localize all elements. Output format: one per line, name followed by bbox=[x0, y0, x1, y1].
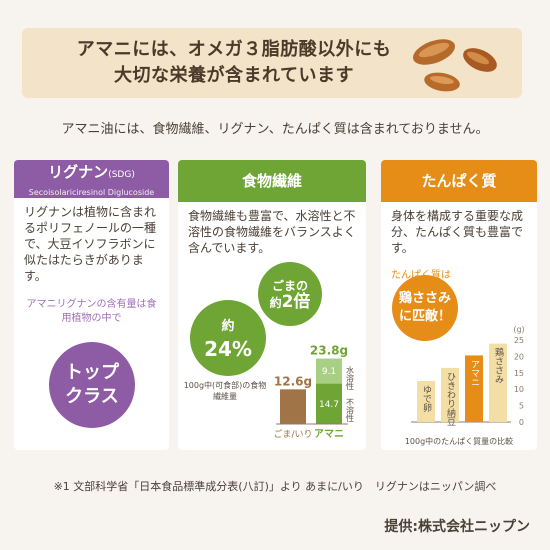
protein-bar-label: アマニ bbox=[469, 359, 480, 386]
flax-axis-label: アマニ bbox=[314, 428, 344, 440]
protein-header: たんぱく質 bbox=[381, 160, 537, 202]
bar-flax-insoluble bbox=[316, 383, 342, 424]
fiber-header: 食物繊維 bbox=[178, 160, 366, 202]
title-banner: アマニには、オメガ３脂肪酸以外にも 大切な栄養が含まれています bbox=[22, 28, 522, 98]
soluble-label: 水溶性 bbox=[346, 365, 355, 390]
chicken-bubble-line2: に匹敵！ bbox=[398, 309, 451, 324]
lignan-abbr: (SDG) bbox=[108, 170, 135, 180]
protein-ytick: 5 bbox=[519, 402, 524, 411]
flax-total-label: 23.8g bbox=[310, 344, 348, 358]
protein-unit: (g) bbox=[513, 325, 524, 334]
flax-soluble-value: 9.1 bbox=[322, 367, 336, 377]
intro-text: アマニ油には、食物繊維、リグナン、たんぱく質は含まれておりません。 bbox=[61, 122, 489, 137]
lignan-description: リグナンは植物に含まれるポリフェノールの一種で、大豆イソフラボンに似たはたらきが… bbox=[24, 205, 157, 283]
fiber-chart: 12.6g 23.8g 9.1 14.7 水溶性 不溶性 ごま/いり アマニ bbox=[273, 344, 355, 440]
protein-bar-label: ゆで卵 bbox=[421, 385, 432, 413]
banner-title: アマニには、オメガ３脂肪酸以外にも 大切な栄養が含まれています bbox=[44, 37, 424, 89]
protein-ytick: 15 bbox=[514, 369, 524, 378]
protein-description: 身体を構成する重要な成分、たんぱく質も豊富です。 bbox=[391, 209, 524, 255]
protein-bar bbox=[489, 343, 507, 422]
bubble1-value: 2倍 bbox=[281, 291, 311, 312]
protein-bar bbox=[465, 355, 483, 422]
protein-ytick: 10 bbox=[514, 385, 524, 394]
protein-chart: (g) 25 20 15 10 5 0 ゆで卵 ひきわり納豆 アマニ 鶏ささみ 100g中のたん… bbox=[405, 325, 525, 446]
fiber-description: 食物繊維も豊富で、水溶性と不溶性の食物繊維をバランスよく含んでいます。 bbox=[188, 209, 356, 255]
bar-flax-soluble bbox=[316, 358, 342, 384]
bubble2-value: 24% bbox=[204, 337, 252, 361]
lignan-card: リグナン(SDG) Secoisolariciresinol Diglucosi… bbox=[14, 160, 169, 450]
bubble2-prefix: 約 bbox=[221, 319, 235, 334]
protein-bar bbox=[441, 367, 459, 422]
sesame-value-label: 12.6g bbox=[274, 374, 312, 388]
bubble1-line1: ごまの bbox=[271, 278, 308, 293]
chicken-bubble-line1: 鶏ささみ bbox=[398, 291, 451, 306]
banner-title-line2: 大切な栄養が含まれています bbox=[114, 65, 354, 86]
protein-bar-label: ひきわり納豆 bbox=[445, 372, 456, 426]
footnote: ※1 文部科学省「日本食品標準成分表(八訂)」より あまに/いり リグナンはニッ… bbox=[53, 480, 497, 493]
bubble1-prefix: 約 bbox=[269, 295, 282, 310]
badge-line1: トップ bbox=[65, 362, 119, 383]
top-class-badge: トップ クラス bbox=[49, 342, 135, 428]
lignan-note: アマニリグナンの含有量は食用植物の中で bbox=[26, 299, 157, 324]
banner-title-line1: アマニには、オメガ３脂肪酸以外にも bbox=[76, 39, 392, 60]
lignan-title: リグナン bbox=[48, 163, 109, 181]
protein-bar-label: 鶏ささみ bbox=[493, 347, 504, 384]
fiber-chart-note: 100g中(可食部)の食物繊維量 bbox=[183, 381, 267, 401]
chicken-bubble: 鶏ささみ に匹敵！ bbox=[392, 275, 458, 341]
protein-ytick: 20 bbox=[514, 352, 524, 361]
protein-chart-caption: 100g中のたんぱく質量の比較 bbox=[405, 436, 513, 446]
protein-ytick: 25 bbox=[514, 336, 524, 345]
protein-ytick: 0 bbox=[519, 418, 524, 427]
sesame-double-bubble: ごまの 約2倍 bbox=[258, 262, 322, 326]
lignan-english-name: Secoisolariciresinol Diglucoside bbox=[28, 188, 155, 197]
insoluble-label: 不溶性 bbox=[346, 398, 355, 422]
badge-line2: クラス bbox=[65, 386, 119, 407]
provider-credit: 提供:株式会社ニップン bbox=[384, 519, 530, 535]
lignan-header: リグナン(SDG) Secoisolariciresinol Diglucosi… bbox=[14, 160, 169, 198]
protein-bar bbox=[417, 381, 435, 422]
flax-seeds-illustration bbox=[412, 39, 497, 92]
percent-bubble: 約 24% bbox=[190, 300, 266, 376]
bar-sesame bbox=[280, 389, 306, 424]
flax-insoluble-value: 14.7 bbox=[319, 400, 339, 410]
sesame-axis-label: ごま/いり bbox=[273, 428, 312, 440]
